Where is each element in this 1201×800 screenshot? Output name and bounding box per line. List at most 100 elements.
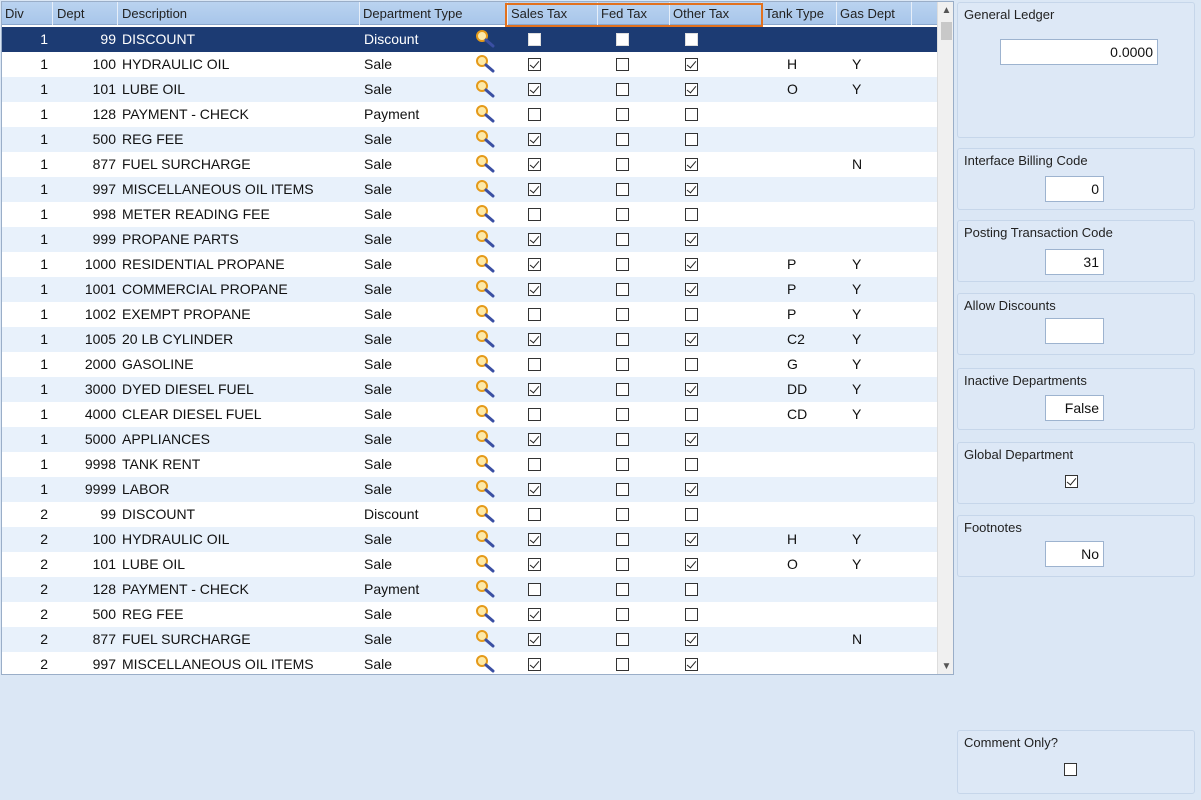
fed-tax-checkbox[interactable] xyxy=(616,658,629,671)
table-row[interactable]: 2 99 DISCOUNT Discount xyxy=(2,502,937,527)
fed-tax-checkbox[interactable] xyxy=(616,308,629,321)
other-tax-checkbox[interactable] xyxy=(685,333,698,346)
sales-tax-checkbox[interactable] xyxy=(528,408,541,421)
sales-tax-checkbox[interactable] xyxy=(528,108,541,121)
other-tax-checkbox[interactable] xyxy=(685,158,698,171)
column-header-department-type[interactable]: Department Type xyxy=(360,2,508,25)
other-tax-checkbox[interactable] xyxy=(685,258,698,271)
magnifier-icon[interactable] xyxy=(474,54,496,74)
magnifier-icon[interactable] xyxy=(474,129,496,149)
column-header-description[interactable]: Description xyxy=(119,2,360,25)
sales-tax-checkbox[interactable] xyxy=(528,283,541,296)
magnifier-icon[interactable] xyxy=(474,379,496,399)
fed-tax-checkbox[interactable] xyxy=(616,33,629,46)
table-row[interactable]: 2 877 FUEL SURCHARGE Sale N xyxy=(2,627,937,652)
other-tax-checkbox[interactable] xyxy=(685,433,698,446)
scrollbar-thumb[interactable] xyxy=(941,22,952,40)
other-tax-checkbox[interactable] xyxy=(685,358,698,371)
other-tax-checkbox[interactable] xyxy=(685,58,698,71)
sales-tax-checkbox[interactable] xyxy=(528,133,541,146)
magnifier-icon[interactable] xyxy=(474,354,496,374)
fed-tax-checkbox[interactable] xyxy=(616,108,629,121)
magnifier-icon[interactable] xyxy=(474,29,496,49)
magnifier-icon[interactable] xyxy=(474,654,496,674)
fed-tax-checkbox[interactable] xyxy=(616,83,629,96)
column-header-fed-tax[interactable]: Fed Tax xyxy=(598,2,670,25)
other-tax-checkbox[interactable] xyxy=(685,633,698,646)
sales-tax-checkbox[interactable] xyxy=(528,58,541,71)
table-row[interactable]: 1 877 FUEL SURCHARGE Sale N xyxy=(2,152,937,177)
fed-tax-checkbox[interactable] xyxy=(616,133,629,146)
table-row[interactable]: 1 3000 DYED DIESEL FUEL Sale DD Y xyxy=(2,377,937,402)
table-row[interactable]: 2 100 HYDRAULIC OIL Sale H Y xyxy=(2,527,937,552)
other-tax-checkbox[interactable] xyxy=(685,133,698,146)
other-tax-checkbox[interactable] xyxy=(685,558,698,571)
other-tax-checkbox[interactable] xyxy=(685,508,698,521)
sales-tax-checkbox[interactable] xyxy=(528,158,541,171)
fed-tax-checkbox[interactable] xyxy=(616,433,629,446)
fed-tax-checkbox[interactable] xyxy=(616,583,629,596)
fed-tax-checkbox[interactable] xyxy=(616,283,629,296)
table-row[interactable]: 1 1005 20 LB CYLINDER Sale C2 Y xyxy=(2,327,937,352)
other-tax-checkbox[interactable] xyxy=(685,33,698,46)
fed-tax-checkbox[interactable] xyxy=(616,158,629,171)
sales-tax-checkbox[interactable] xyxy=(528,308,541,321)
table-row[interactable]: 2 101 LUBE OIL Sale O Y xyxy=(2,552,937,577)
fed-tax-checkbox[interactable] xyxy=(616,233,629,246)
fed-tax-checkbox[interactable] xyxy=(616,408,629,421)
other-tax-checkbox[interactable] xyxy=(685,483,698,496)
sales-tax-checkbox[interactable] xyxy=(528,483,541,496)
fed-tax-checkbox[interactable] xyxy=(616,558,629,571)
table-row[interactable]: 1 1002 EXEMPT PROPANE Sale P Y xyxy=(2,302,937,327)
magnifier-icon[interactable] xyxy=(474,554,496,574)
inactive-departments-field[interactable]: False xyxy=(1045,395,1104,421)
sales-tax-checkbox[interactable] xyxy=(528,508,541,521)
magnifier-icon[interactable] xyxy=(474,479,496,499)
sales-tax-checkbox[interactable] xyxy=(528,83,541,96)
sales-tax-checkbox[interactable] xyxy=(528,358,541,371)
table-row[interactable]: 1 9999 LABOR Sale xyxy=(2,477,937,502)
other-tax-checkbox[interactable] xyxy=(685,583,698,596)
footnotes-field[interactable]: No xyxy=(1045,541,1104,567)
other-tax-checkbox[interactable] xyxy=(685,408,698,421)
magnifier-icon[interactable] xyxy=(474,204,496,224)
table-row[interactable]: 2 500 REG FEE Sale xyxy=(2,602,937,627)
table-row[interactable]: 1 9998 TANK RENT Sale xyxy=(2,452,937,477)
magnifier-icon[interactable] xyxy=(474,579,496,599)
table-row[interactable]: 1 997 MISCELLANEOUS OIL ITEMS Sale xyxy=(2,177,937,202)
fed-tax-checkbox[interactable] xyxy=(616,208,629,221)
magnifier-icon[interactable] xyxy=(474,304,496,324)
fed-tax-checkbox[interactable] xyxy=(616,258,629,271)
fed-tax-checkbox[interactable] xyxy=(616,458,629,471)
sales-tax-checkbox[interactable] xyxy=(528,333,541,346)
table-row[interactable]: 1 128 PAYMENT - CHECK Payment xyxy=(2,102,937,127)
magnifier-icon[interactable] xyxy=(474,404,496,424)
table-row[interactable]: 1 101 LUBE OIL Sale O Y xyxy=(2,77,937,102)
interface-billing-code-field[interactable]: 0 xyxy=(1045,176,1104,202)
magnifier-icon[interactable] xyxy=(474,504,496,524)
sales-tax-checkbox[interactable] xyxy=(528,183,541,196)
table-row[interactable]: 1 99 DISCOUNT Discount xyxy=(2,27,937,52)
sales-tax-checkbox[interactable] xyxy=(528,633,541,646)
other-tax-checkbox[interactable] xyxy=(685,458,698,471)
table-row[interactable]: 1 500 REG FEE Sale xyxy=(2,127,937,152)
table-row[interactable]: 1 4000 CLEAR DIESEL FUEL Sale CD Y xyxy=(2,402,937,427)
fed-tax-checkbox[interactable] xyxy=(616,183,629,196)
column-header-div[interactable]: Div xyxy=(2,2,53,25)
sales-tax-checkbox[interactable] xyxy=(528,258,541,271)
magnifier-icon[interactable] xyxy=(474,154,496,174)
chevron-down-icon[interactable]: ▼ xyxy=(941,661,952,672)
other-tax-checkbox[interactable] xyxy=(685,233,698,246)
magnifier-icon[interactable] xyxy=(474,179,496,199)
column-header-other-tax[interactable]: Other Tax xyxy=(670,2,762,25)
other-tax-checkbox[interactable] xyxy=(685,608,698,621)
column-header-gas-dept[interactable]: Gas Dept xyxy=(837,2,912,25)
magnifier-icon[interactable] xyxy=(474,429,496,449)
sales-tax-checkbox[interactable] xyxy=(528,533,541,546)
table-row[interactable]: 2 997 MISCELLANEOUS OIL ITEMS Sale xyxy=(2,652,937,674)
magnifier-icon[interactable] xyxy=(474,629,496,649)
table-row[interactable]: 2 128 PAYMENT - CHECK Payment xyxy=(2,577,937,602)
table-row[interactable]: 1 1001 COMMERCIAL PROPANE Sale P Y xyxy=(2,277,937,302)
table-row[interactable]: 1 1000 RESIDENTIAL PROPANE Sale P Y xyxy=(2,252,937,277)
sales-tax-checkbox[interactable] xyxy=(528,608,541,621)
